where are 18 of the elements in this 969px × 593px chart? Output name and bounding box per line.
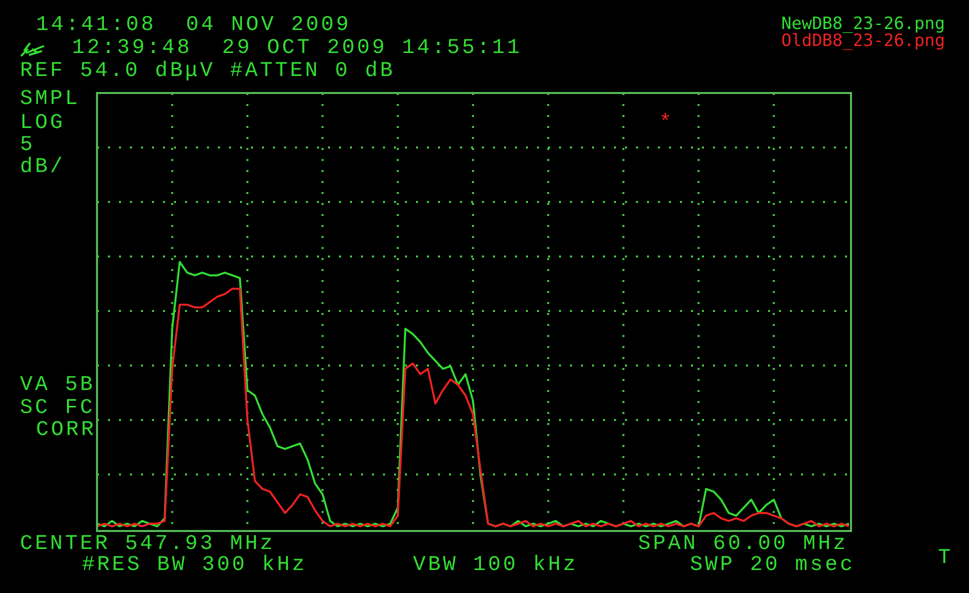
text: REF 54.0 dBμV #ATTEN 0 dB xyxy=(20,60,396,83)
text: VBW 100 kHz xyxy=(413,554,578,577)
text: CORR xyxy=(36,419,96,442)
text: 12:39:48 29 OCT 2009 14:55:11 xyxy=(72,37,522,60)
text: 14:41:08 04 NOV 2009 xyxy=(36,14,352,37)
text: LOG xyxy=(20,112,66,135)
text: SPAN 60.00 MHz xyxy=(638,533,848,556)
text: SC FC xyxy=(20,397,96,420)
text: 5 xyxy=(20,134,36,157)
text: CENTER 547.93 MHz xyxy=(20,533,276,556)
text: SWP 20 msec xyxy=(690,554,856,577)
text: dB/ xyxy=(20,156,66,179)
text: SMPL xyxy=(20,88,80,111)
text: VA 5B xyxy=(20,374,96,397)
text: T xyxy=(938,547,954,570)
text: * xyxy=(659,112,674,135)
text: #RES BW 300 kHz xyxy=(82,554,308,577)
text: NewDB8_23-26.png xyxy=(781,14,945,34)
